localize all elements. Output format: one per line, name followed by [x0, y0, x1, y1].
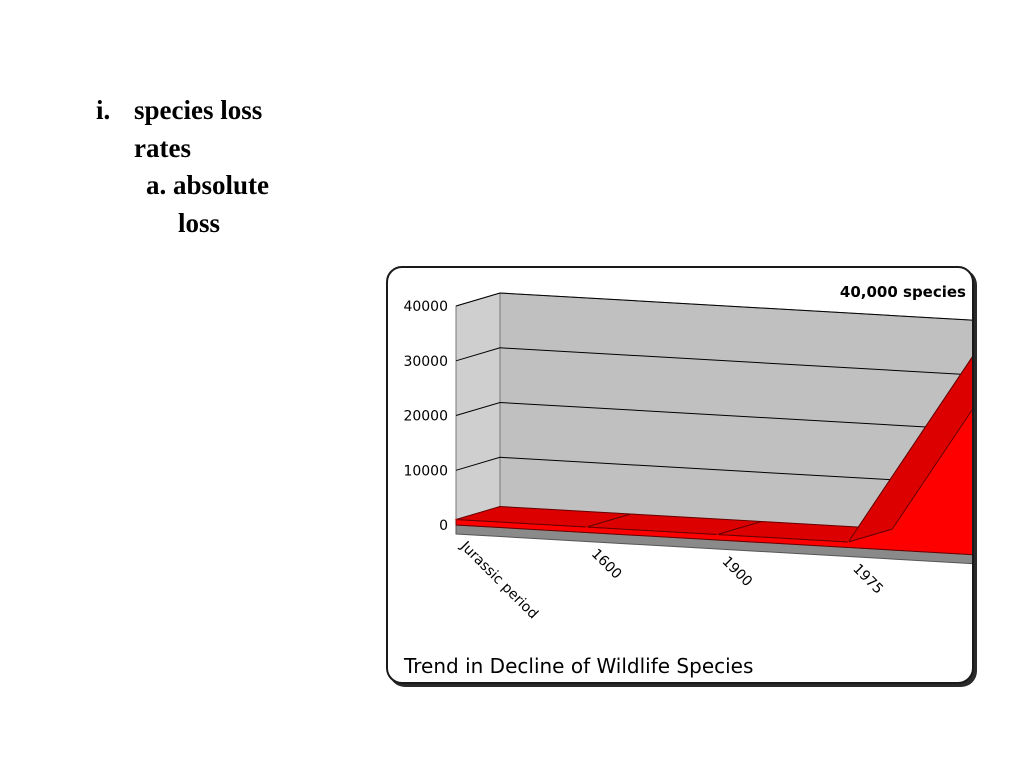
- gridline-20000: [455, 401, 972, 431]
- outline-item-i-line2: rates: [96, 130, 269, 168]
- y-tick-label: 10000: [403, 463, 448, 479]
- chart-title: Trend in Decline of Wildlife Species: [403, 654, 753, 678]
- outline-item-a-line2: loss: [96, 205, 269, 243]
- series-top-segment: [847, 356, 972, 543]
- gridline-30000: [455, 347, 972, 376]
- outline-marker-i: i.: [96, 95, 111, 125]
- y-tick-label: 20000: [403, 409, 448, 425]
- chart-card: 0 10000 20000 30000 40000 Jurassic period 160…: [386, 266, 974, 684]
- data-point: [586, 526, 588, 528]
- outline-text-i-2: rates: [134, 132, 191, 163]
- y-tick-label: 30000: [403, 354, 448, 370]
- x-tick-label: Jurassic period: [456, 538, 541, 623]
- gridline-40000: [455, 292, 972, 321]
- outline-text-a-1: a. absolute: [146, 170, 270, 200]
- x-tick-label: 1600: [588, 546, 625, 583]
- y-tick-label: 40000: [403, 299, 448, 315]
- species-decline-chart: 0 10000 20000 30000 40000 Jurassic period 160…: [403, 283, 972, 678]
- gridline-10000: [455, 456, 972, 485]
- x-tick-label: 1900: [719, 554, 756, 591]
- chart-annotation: 40,000 species: [840, 283, 966, 301]
- data-point: [455, 518, 457, 521]
- data-point: [716, 533, 719, 536]
- y-tick-label: 0: [439, 518, 448, 534]
- slide-outline: i. species loss rates a. absolute loss: [96, 92, 269, 242]
- outline-item-i-line1: i. species loss: [96, 92, 269, 130]
- outline-item-a-line1: a. absolute: [96, 167, 269, 205]
- x-tick-label: 1975: [849, 561, 886, 598]
- outline-text-i-1: species loss: [134, 95, 263, 125]
- data-point: [847, 541, 850, 543]
- outline-text-a-2: loss: [178, 207, 221, 238]
